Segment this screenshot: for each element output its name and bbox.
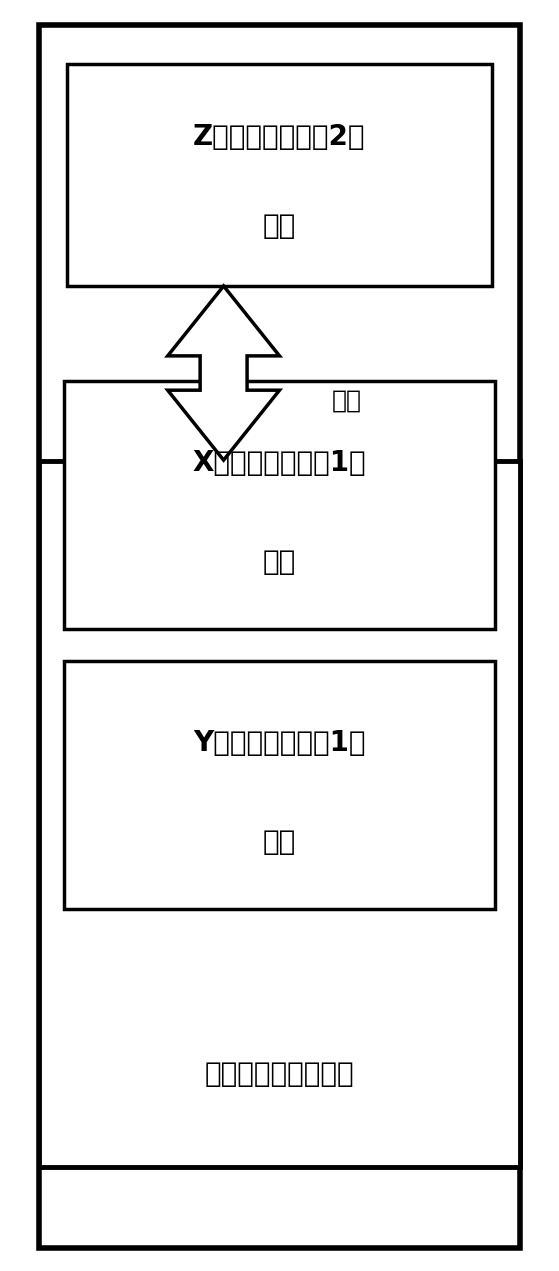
Text: 平台: 平台 <box>263 827 296 855</box>
Text: Y方向运动控制（1）: Y方向运动控制（1） <box>193 728 366 756</box>
Text: X方向运动控制（1）: X方向运动控制（1） <box>193 449 366 477</box>
Bar <box>64 661 495 909</box>
Text: 水平方向运动控制器: 水平方向运动控制器 <box>205 1060 354 1088</box>
Polygon shape <box>168 286 280 460</box>
Bar <box>39 461 520 1167</box>
Bar <box>64 381 495 629</box>
Text: 平台: 平台 <box>263 548 296 576</box>
Text: 固定: 固定 <box>331 389 362 412</box>
Bar <box>39 25 520 1248</box>
Text: Z方向运动控制（2）: Z方向运动控制（2） <box>193 123 366 151</box>
Text: 平台: 平台 <box>263 212 296 240</box>
Bar <box>67 64 492 286</box>
